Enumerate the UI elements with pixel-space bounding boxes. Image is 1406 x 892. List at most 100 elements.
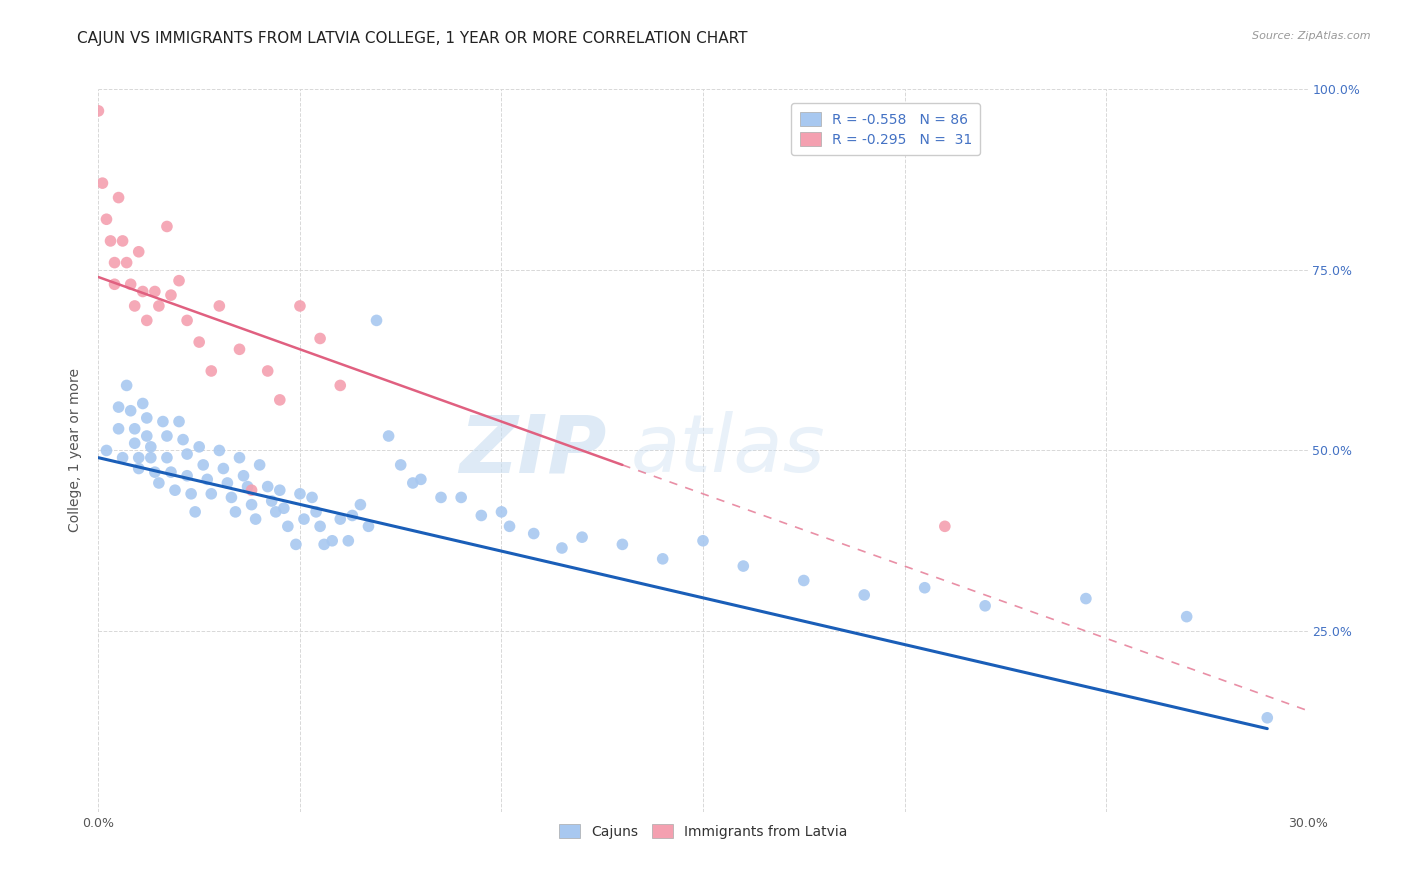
Point <box>256 480 278 494</box>
Text: CAJUN VS IMMIGRANTS FROM LATVIA COLLEGE, 1 YEAR OR MORE CORRELATION CHART: CAJUN VS IMMIGRANTS FROM LATVIA COLLEGE,… <box>77 31 748 46</box>
Point <box>236 480 259 494</box>
Point <box>651 551 673 566</box>
Point <box>212 461 235 475</box>
Point <box>120 403 142 417</box>
Point <box>135 429 157 443</box>
Point <box>228 450 250 465</box>
Point <box>366 313 388 327</box>
Point <box>200 487 222 501</box>
Point <box>551 541 574 555</box>
Point <box>329 378 352 392</box>
Point <box>692 533 714 548</box>
Point <box>103 277 125 292</box>
Point <box>337 533 360 548</box>
Point <box>188 440 211 454</box>
Point <box>111 234 134 248</box>
Point <box>470 508 492 523</box>
Point <box>115 255 138 269</box>
Point <box>228 343 250 357</box>
Point <box>321 533 343 548</box>
Point <box>309 519 332 533</box>
Point <box>491 505 513 519</box>
Point <box>273 501 295 516</box>
Point <box>245 512 267 526</box>
Point <box>349 498 371 512</box>
Point <box>176 447 198 461</box>
Point <box>934 519 956 533</box>
Point <box>305 505 328 519</box>
Point <box>288 487 311 501</box>
Point <box>301 491 323 505</box>
Point <box>240 498 263 512</box>
Point <box>176 468 198 483</box>
Point <box>498 519 520 533</box>
Point <box>523 526 546 541</box>
Point <box>1175 609 1198 624</box>
Point <box>135 411 157 425</box>
Point <box>156 450 179 465</box>
Point <box>135 313 157 327</box>
Point <box>277 519 299 533</box>
Point <box>107 422 129 436</box>
Point <box>96 212 118 227</box>
Point <box>132 396 155 410</box>
Point <box>172 433 194 447</box>
Point <box>160 465 183 479</box>
Point <box>1074 591 1097 606</box>
Point <box>793 574 815 588</box>
Point <box>264 505 287 519</box>
Point <box>309 331 332 345</box>
Point <box>163 483 186 498</box>
Point <box>240 483 263 498</box>
Point <box>143 285 166 299</box>
Point <box>128 461 150 475</box>
Point <box>249 458 271 472</box>
Point <box>156 429 179 443</box>
Point <box>409 472 432 486</box>
Y-axis label: College, 1 year or more: College, 1 year or more <box>69 368 83 533</box>
Point <box>450 491 472 505</box>
Point <box>132 285 155 299</box>
Point <box>152 415 174 429</box>
Point <box>733 559 755 574</box>
Point <box>256 364 278 378</box>
Point <box>402 475 425 490</box>
Point <box>143 465 166 479</box>
Point <box>124 422 146 436</box>
Point <box>571 530 593 544</box>
Point <box>260 494 283 508</box>
Point <box>160 288 183 302</box>
Point <box>914 581 936 595</box>
Point <box>224 505 246 519</box>
Point <box>148 299 170 313</box>
Point <box>1256 711 1278 725</box>
Point <box>148 475 170 490</box>
Point <box>612 537 634 551</box>
Point <box>167 274 190 288</box>
Point <box>195 472 218 486</box>
Point <box>180 487 202 501</box>
Point <box>115 378 138 392</box>
Point <box>139 450 162 465</box>
Point <box>284 537 307 551</box>
Point <box>269 483 291 498</box>
Point <box>91 176 114 190</box>
Point <box>314 537 336 551</box>
Point <box>103 255 125 269</box>
Point <box>292 512 315 526</box>
Point <box>107 191 129 205</box>
Point <box>329 512 352 526</box>
Text: ZIP: ZIP <box>458 411 606 490</box>
Point <box>156 219 179 234</box>
Point <box>288 299 311 313</box>
Point <box>96 443 118 458</box>
Point <box>389 458 412 472</box>
Point <box>188 334 211 349</box>
Point <box>124 299 146 313</box>
Legend: Cajuns, Immigrants from Latvia: Cajuns, Immigrants from Latvia <box>554 819 852 845</box>
Point <box>176 313 198 327</box>
Point <box>87 103 110 118</box>
Point <box>120 277 142 292</box>
Point <box>111 450 134 465</box>
Point <box>232 468 254 483</box>
